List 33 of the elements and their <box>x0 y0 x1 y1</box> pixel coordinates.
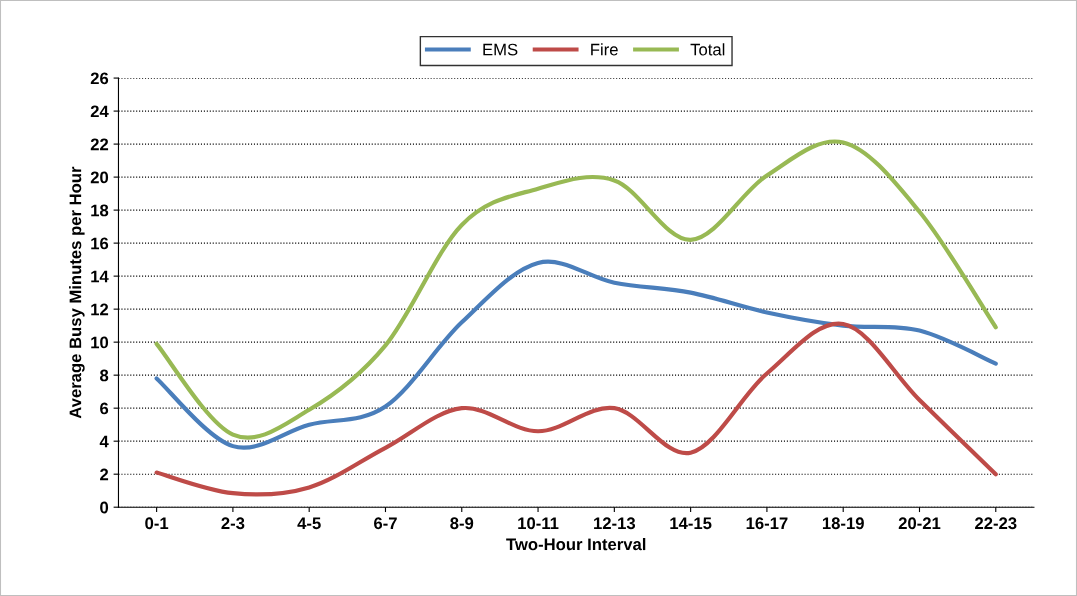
x-tick-label: 18-19 <box>822 517 864 530</box>
x-tick-label: 22-23 <box>975 517 1017 530</box>
x-tick-label: 12-13 <box>594 517 636 530</box>
x-tick-label: 2-3 <box>221 517 245 530</box>
x-tick-label: 10-11 <box>518 517 559 530</box>
y-tick-label: 18 <box>91 204 109 217</box>
legend-label: Total <box>690 43 725 56</box>
y-tick-label: 0 <box>100 501 109 514</box>
x-tick-label: 16-17 <box>746 517 788 530</box>
y-axis-title: Average Busy Minutes per Hour <box>69 166 85 419</box>
x-tick-label: 0-1 <box>145 517 169 530</box>
y-tick-label: 16 <box>91 237 109 250</box>
y-tick-label: 12 <box>91 303 109 316</box>
y-tick-label: 10 <box>91 336 109 349</box>
line-series <box>154 321 998 497</box>
y-tick-label: 26 <box>90 72 109 85</box>
legend-label: EMS <box>483 43 518 56</box>
y-tick-label: 20 <box>90 171 109 184</box>
line-series <box>154 259 998 450</box>
x-tick-label: 8-9 <box>450 517 474 530</box>
y-tick-label: 22 <box>90 138 109 151</box>
x-tick-label: 6-7 <box>374 517 397 530</box>
legend-label: Fire <box>591 43 618 56</box>
y-tick-label: 2 <box>100 468 109 481</box>
y-tick-label: 8 <box>100 369 109 382</box>
x-tick-label: 20-21 <box>898 517 941 530</box>
x-axis-title: Two-Hour Interval <box>506 538 646 551</box>
y-tick-label: 14 <box>91 270 109 283</box>
y-tick-label: 6 <box>100 402 109 415</box>
y-tick-label: 4 <box>99 435 109 448</box>
x-tick-label: 4-5 <box>297 517 321 530</box>
x-tick-label: 14-15 <box>670 517 712 530</box>
y-tick-label: 24 <box>90 105 109 118</box>
